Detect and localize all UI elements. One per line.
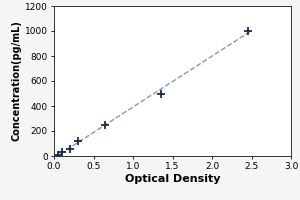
Y-axis label: Concentration(pg/mL): Concentration(pg/mL)	[12, 21, 22, 141]
X-axis label: Optical Density: Optical Density	[125, 174, 220, 184]
